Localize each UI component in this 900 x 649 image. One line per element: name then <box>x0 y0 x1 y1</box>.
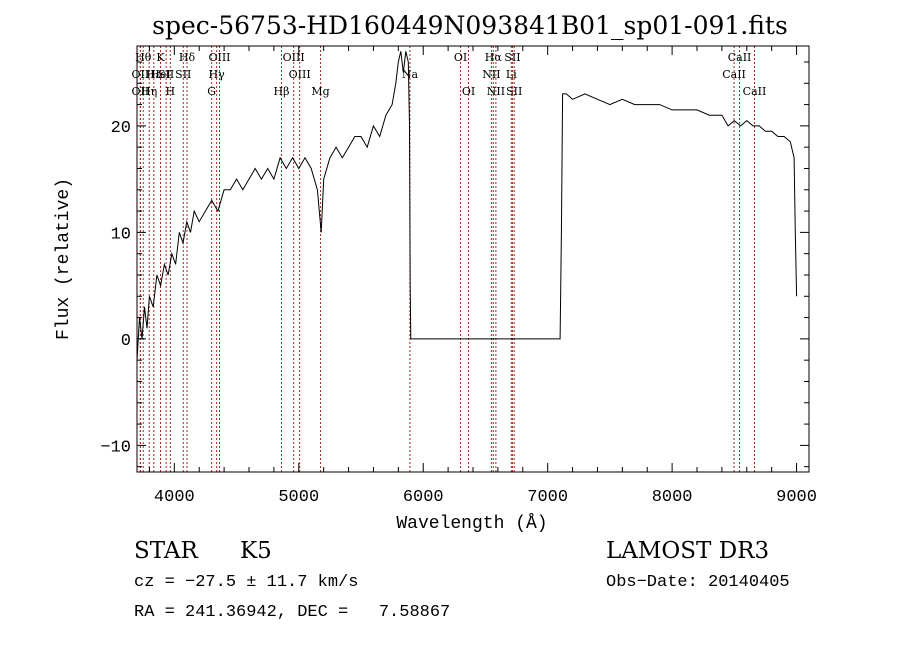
line-label-3: Hη <box>141 85 157 98</box>
line-label-2: OII <box>132 85 150 98</box>
line-label-17: Mg <box>311 85 329 98</box>
y-tick-label-3: 20 <box>111 119 131 138</box>
line-label-8: H <box>166 85 176 98</box>
line-label-4: Hε <box>146 68 162 81</box>
line-label-26: SII <box>506 85 522 98</box>
obs-date: Obs−Date: 20140405 <box>606 573 790 592</box>
line-label-15: OIII <box>283 51 305 64</box>
line-label-11: G <box>207 85 216 98</box>
line-label-13: OIII <box>208 51 230 64</box>
line-label-16: OIII <box>289 68 311 81</box>
y-axis-label: Flux (relative) <box>54 178 74 340</box>
x-tick-label-2: 6000 <box>403 488 444 507</box>
line-label-27: CaII <box>722 68 746 81</box>
spectral-line-markers <box>139 46 755 472</box>
survey-label: LAMOST DR3 <box>606 538 770 564</box>
x-tick-label-0: 4000 <box>154 488 195 507</box>
line-label-5: K <box>156 51 165 64</box>
line-label-24: Li <box>506 68 517 81</box>
x-axis-ticks: 4000 5000 6000 7000 8000 9000 <box>148 46 817 507</box>
spectral-line-labels: HθOIIOIIHηHεKHeISIIHHδSIIGHγOIIIHβOIIIOI… <box>132 51 767 98</box>
line-label-1: OII <box>132 68 150 81</box>
line-label-21: NII <box>482 68 500 81</box>
line-label-18: Na <box>402 68 419 81</box>
y-tick-label-2: 10 <box>111 225 131 244</box>
x-axis-label: Wavelength (Å) <box>396 513 547 534</box>
x-tick-label-5: 9000 <box>776 488 817 507</box>
line-label-12: Hγ <box>209 68 226 81</box>
line-label-20: OI <box>462 85 475 98</box>
y-axis-ticks: −10 0 10 20 <box>100 61 809 468</box>
x-tick-label-1: 5000 <box>278 488 319 507</box>
line-label-6: HeI <box>150 68 170 81</box>
line-label-7: SII <box>158 68 174 81</box>
line-label-0: Hθ <box>135 51 152 64</box>
line-label-10: SII <box>175 68 191 81</box>
line-label-25: SII <box>504 51 520 64</box>
y-tick-label-0: −10 <box>100 438 131 457</box>
line-label-29: CaII <box>743 85 767 98</box>
line-label-22: Hα <box>485 51 503 64</box>
line-label-28: CaII <box>728 51 752 64</box>
plot-frame <box>136 45 810 473</box>
spectrum-line <box>136 51 798 361</box>
x-tick-label-4: 8000 <box>652 488 693 507</box>
x-tick-label-3: 7000 <box>527 488 568 507</box>
line-label-14: Hβ <box>274 85 290 98</box>
y-tick-label-1: 0 <box>121 332 131 351</box>
object-subclass: K5 <box>240 538 272 564</box>
line-label-23: NII <box>487 85 505 98</box>
spectrum-chart: spec-56753-HD160449N093841B01_sp01-091.f… <box>54 11 817 534</box>
chart-title: spec-56753-HD160449N093841B01_sp01-091.f… <box>152 11 788 40</box>
line-label-9: Hδ <box>179 51 196 64</box>
redshift-readout: cz = −27.5 ± 11.7 km/s <box>134 573 359 592</box>
line-label-19: OI <box>454 51 467 64</box>
object-class: STAR <box>134 538 198 564</box>
coordinates: RA = 241.36942, DEC = 7.58867 <box>134 603 451 622</box>
